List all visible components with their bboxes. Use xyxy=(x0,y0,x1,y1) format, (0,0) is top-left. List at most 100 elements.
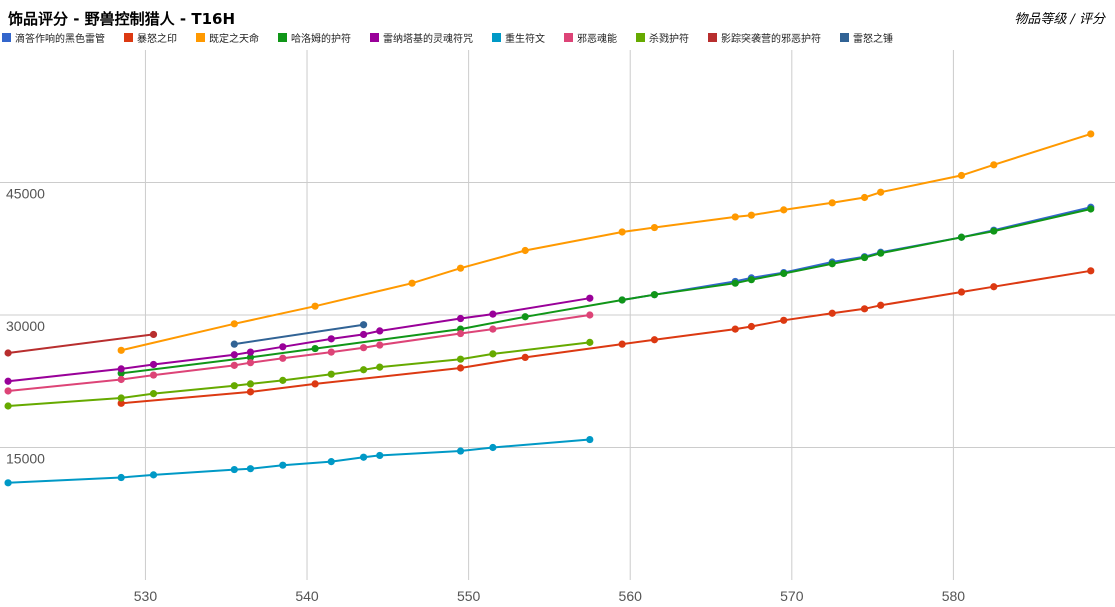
legend-item[interactable]: 杀戮护符 xyxy=(636,30,689,45)
data-point xyxy=(456,364,465,372)
legend-item[interactable]: 邪恶魂能 xyxy=(564,30,617,45)
data-point xyxy=(376,451,384,460)
legend-item[interactable]: 既定之天命 xyxy=(196,30,259,45)
data-point xyxy=(4,402,12,410)
data-point xyxy=(828,309,836,317)
data-point xyxy=(359,330,368,339)
legend-item[interactable]: 重生符文 xyxy=(492,30,545,45)
data-point xyxy=(456,264,465,272)
data-point xyxy=(747,276,756,284)
series-6 xyxy=(4,311,594,395)
x-tick-label: 550 xyxy=(457,588,481,604)
y-tick-label: 30000 xyxy=(6,318,45,334)
data-point xyxy=(828,260,836,268)
series-9 xyxy=(230,321,368,348)
legend-label: 雷纳塔基的灵魂符咒 xyxy=(383,34,473,45)
series-line xyxy=(234,323,364,346)
data-point xyxy=(586,294,594,302)
x-tick-label: 530 xyxy=(134,588,158,604)
data-point xyxy=(230,382,238,390)
legend-swatch xyxy=(370,33,379,42)
data-point xyxy=(408,279,416,287)
data-point xyxy=(456,329,465,338)
data-point xyxy=(359,453,368,461)
data-point xyxy=(780,206,788,214)
data-point xyxy=(376,341,384,349)
data-point xyxy=(149,471,158,479)
data-point xyxy=(230,320,238,328)
data-point xyxy=(860,253,869,262)
data-point xyxy=(456,355,465,363)
legend-item[interactable]: 影踪突袭营的邪恶护符 xyxy=(708,30,821,45)
legend-swatch xyxy=(564,33,573,42)
data-point xyxy=(359,321,368,329)
data-point xyxy=(1087,130,1095,138)
data-point xyxy=(618,228,626,236)
data-point xyxy=(1087,205,1095,213)
data-point xyxy=(731,279,739,287)
legend-item[interactable]: 雷怒之锤 xyxy=(840,30,893,45)
data-point xyxy=(230,340,238,348)
data-point xyxy=(246,388,255,396)
legend-label: 暴怒之印 xyxy=(137,34,177,45)
series-8 xyxy=(4,330,158,357)
legend-label: 滴答作响的黑色雷管 xyxy=(15,34,105,45)
legend-item[interactable]: 哈洛姆的护符 xyxy=(278,30,351,45)
data-point xyxy=(359,344,368,352)
legend-label: 雷怒之锤 xyxy=(853,34,893,45)
data-point xyxy=(279,354,287,362)
legend-swatch xyxy=(196,33,205,42)
data-point xyxy=(521,246,529,255)
grid-lines xyxy=(0,50,1115,580)
legend-label: 邪恶魂能 xyxy=(577,34,617,45)
data-point xyxy=(327,370,335,378)
legend-swatch xyxy=(840,33,849,42)
data-point xyxy=(279,343,287,351)
series-2 xyxy=(117,130,1095,354)
data-point xyxy=(4,377,12,385)
data-point xyxy=(780,316,788,324)
data-point xyxy=(230,465,238,474)
data-point xyxy=(456,447,465,455)
data-point xyxy=(311,302,319,310)
data-point xyxy=(521,353,529,361)
data-point xyxy=(230,361,238,369)
data-point xyxy=(586,311,594,319)
data-point xyxy=(650,336,659,344)
data-point xyxy=(4,387,12,395)
series-line xyxy=(7,314,590,392)
data-point xyxy=(877,301,885,309)
data-point xyxy=(117,473,125,482)
data-point xyxy=(327,335,335,343)
data-point xyxy=(731,325,739,333)
data-point xyxy=(376,327,384,335)
data-point xyxy=(731,213,739,221)
legend-item[interactable]: 雷纳塔基的灵魂符咒 xyxy=(370,30,473,45)
data-point xyxy=(650,223,659,232)
data-point xyxy=(489,443,497,452)
data-point xyxy=(489,325,497,333)
legend-item[interactable]: 滴答作响的黑色雷管 xyxy=(2,30,105,45)
data-point xyxy=(246,359,255,367)
series-line xyxy=(121,208,1092,375)
data-point xyxy=(246,465,255,473)
series-4 xyxy=(4,294,594,385)
series-1 xyxy=(117,267,1095,407)
chart-legend: 滴答作响的黑色雷管 暴怒之印 既定之天命 哈洛姆的护符 雷纳塔基的灵魂符咒 重生符文 邪恶魂… xyxy=(2,30,1112,45)
y-tick-label: 15000 xyxy=(6,451,45,467)
series-line xyxy=(7,297,590,383)
chart-title: 饰品评分 - 野兽控制猎人 - T16H xyxy=(8,10,236,28)
data-point xyxy=(230,351,238,359)
legend-label: 影踪突袭营的邪恶护符 xyxy=(721,34,821,45)
data-point xyxy=(311,344,319,353)
data-point xyxy=(650,291,659,299)
series-line xyxy=(120,132,1092,352)
legend-label: 既定之天命 xyxy=(209,34,259,45)
legend-item[interactable]: 暴怒之印 xyxy=(124,30,177,45)
data-point xyxy=(376,363,384,371)
legend-swatch xyxy=(278,33,287,42)
data-point xyxy=(359,366,368,374)
data-point xyxy=(117,399,125,407)
series-0 xyxy=(618,203,1095,304)
x-tick-label: 540 xyxy=(295,588,319,604)
